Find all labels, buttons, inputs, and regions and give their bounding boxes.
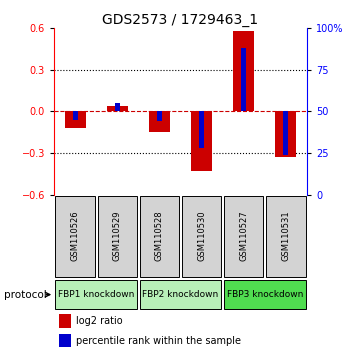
Bar: [107, 106, 128, 112]
Text: GSM110529: GSM110529: [113, 211, 122, 261]
FancyBboxPatch shape: [56, 280, 137, 309]
Text: GSM110528: GSM110528: [155, 211, 164, 262]
FancyBboxPatch shape: [140, 280, 221, 309]
Bar: [73, 112, 78, 120]
FancyBboxPatch shape: [140, 196, 179, 277]
Bar: [59, 334, 71, 347]
Bar: [59, 314, 71, 328]
FancyBboxPatch shape: [182, 196, 221, 277]
FancyBboxPatch shape: [97, 196, 137, 277]
FancyBboxPatch shape: [224, 280, 305, 309]
Text: GSM110531: GSM110531: [281, 211, 290, 262]
Bar: [233, 31, 254, 112]
Text: log2 ratio: log2 ratio: [76, 316, 122, 326]
Bar: [191, 112, 212, 171]
FancyBboxPatch shape: [224, 196, 264, 277]
FancyBboxPatch shape: [56, 196, 95, 277]
Text: GSM110530: GSM110530: [197, 211, 206, 262]
Title: GDS2573 / 1729463_1: GDS2573 / 1729463_1: [103, 13, 258, 27]
Text: FBP1 knockdown: FBP1 knockdown: [58, 290, 134, 299]
Text: protocol: protocol: [4, 290, 47, 299]
Text: GSM110527: GSM110527: [239, 211, 248, 262]
Text: FBP2 knockdown: FBP2 knockdown: [142, 290, 219, 299]
Bar: [65, 112, 86, 128]
Bar: [275, 112, 296, 157]
Text: FBP3 knockdown: FBP3 knockdown: [227, 290, 303, 299]
Bar: [115, 103, 120, 112]
Bar: [199, 112, 204, 148]
FancyBboxPatch shape: [266, 196, 305, 277]
Bar: [149, 112, 170, 132]
Text: GSM110526: GSM110526: [71, 211, 80, 262]
Text: percentile rank within the sample: percentile rank within the sample: [76, 336, 241, 346]
Bar: [241, 48, 246, 112]
Bar: [283, 112, 288, 155]
Bar: [157, 112, 162, 121]
